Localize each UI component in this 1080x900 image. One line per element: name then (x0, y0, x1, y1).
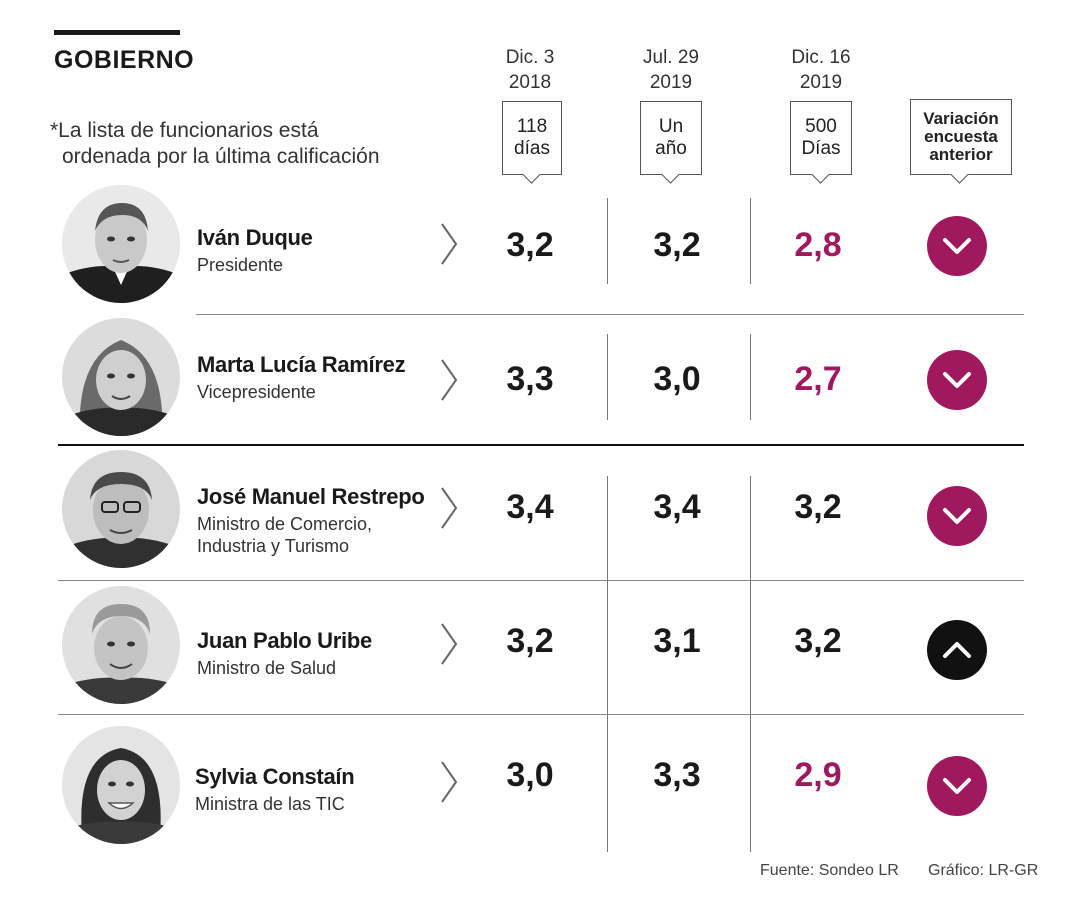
col3-label-box: 500 Días (790, 101, 852, 175)
official-role: Presidente (197, 254, 283, 276)
variation-badge (927, 486, 987, 546)
chevron-right-icon (441, 487, 458, 529)
chevron-right-icon (441, 223, 458, 265)
official-role: Ministra de las TIC (195, 793, 345, 815)
col-separator (607, 334, 608, 420)
score-dic-2019: 3,2 (794, 622, 842, 660)
score-jul-2019: 3,1 (653, 622, 701, 660)
variation-badge (927, 620, 987, 680)
portrait-uribe (62, 586, 180, 704)
row-divider-heavy (58, 444, 1024, 446)
score-jul-2019: 3,2 (653, 226, 701, 264)
chevron-right-icon (441, 623, 458, 665)
role-line1: Ministra de las TIC (195, 794, 345, 814)
chevron-down-icon (943, 238, 971, 254)
col3-date-line1: Dic. 16 (791, 47, 851, 68)
score-dic-2019: 2,9 (794, 756, 842, 794)
chevron-up-icon (943, 642, 971, 658)
official-name: José Manuel Restrepo (197, 484, 425, 509)
col-separator (607, 198, 608, 284)
row-divider (58, 714, 1024, 715)
col2-label-box: Un año (640, 101, 702, 175)
col1-date: Dic. 3 2018 (475, 45, 585, 95)
col-separator (750, 334, 751, 420)
col-separator (750, 476, 751, 852)
col3-label-line2: Días (801, 138, 841, 159)
section-title: GOBIERNO (54, 46, 195, 74)
col2-date-line1: Jul. 29 (643, 47, 699, 68)
title-rule (54, 30, 180, 35)
portrait-constain (62, 726, 180, 844)
score-dic-2018: 3,4 (506, 488, 554, 526)
role-line1: Ministro de Salud (197, 658, 337, 678)
sort-note: *La lista de funcionarios está ordenada … (50, 118, 380, 170)
role-line1: Presidente (197, 255, 284, 275)
official-role: Vicepresidente (197, 381, 316, 403)
row-divider (196, 314, 1024, 315)
official-role: Ministro de Comercio, Industria y Turism… (197, 513, 372, 557)
graphic-credit: Gráfico: LR-GR (928, 862, 1039, 879)
score-jul-2019: 3,3 (653, 756, 701, 794)
role-line1: Vicepresidente (197, 382, 316, 402)
col-separator (750, 198, 751, 284)
avatar (62, 450, 180, 568)
source-note: Fuente: Sondeo LR (760, 862, 899, 879)
chevron-down-icon (943, 778, 971, 794)
score-dic-2018: 3,2 (506, 622, 554, 660)
score-jul-2019: 3,0 (653, 360, 701, 398)
col2-label-line2: año (655, 138, 687, 159)
avatar (62, 185, 180, 303)
col3-date-line2: 2019 (799, 72, 843, 93)
variation-header-line3: anterior (929, 145, 993, 164)
role-line2: Industria y Turismo (197, 536, 350, 556)
col1-label-line1: 118 (516, 116, 548, 137)
official-role: Ministro de Salud (197, 657, 336, 679)
chevron-right-icon (441, 359, 458, 401)
score-dic-2018: 3,0 (506, 756, 554, 794)
score-dic-2018: 3,3 (506, 360, 554, 398)
official-name: Sylvia Constaín (195, 764, 355, 789)
score-dic-2019: 2,7 (794, 360, 842, 398)
col3-label-line1: 500 (805, 116, 837, 137)
official-name: Iván Duque (197, 225, 313, 250)
score-dic-2018: 3,2 (506, 226, 554, 264)
portrait-duque (62, 185, 180, 303)
chevron-right-icon (441, 761, 458, 803)
avatar (62, 586, 180, 704)
variation-badge (927, 216, 987, 276)
avatar (62, 726, 180, 844)
variation-header-line1: Variación (923, 109, 999, 128)
col1-label-line2: días (514, 138, 550, 159)
note-line-1: *La lista de funcionarios está (50, 119, 319, 142)
note-line-2: ordenada por la última calificación (62, 145, 380, 168)
avatar (62, 318, 180, 436)
score-jul-2019: 3,4 (653, 488, 701, 526)
col2-date-line2: 2019 (649, 72, 693, 93)
role-line1: Ministro de Comercio, (197, 514, 373, 534)
portrait-ramirez (62, 318, 180, 436)
variation-badge (927, 756, 987, 816)
col1-date-line1: Dic. 3 (505, 47, 555, 68)
chevron-down-icon (943, 372, 971, 388)
score-dic-2019: 2,8 (794, 226, 842, 264)
variation-header-box: Variación encuesta anterior (910, 99, 1012, 175)
col3-date: Dic. 16 2019 (766, 45, 876, 95)
variation-badge (927, 350, 987, 410)
official-name: Marta Lucía Ramírez (197, 352, 406, 377)
col1-date-line2: 2018 (508, 72, 552, 93)
row-divider (58, 580, 1024, 581)
official-name: Juan Pablo Uribe (197, 628, 372, 653)
score-dic-2019: 3,2 (794, 488, 842, 526)
chevron-down-icon (943, 508, 971, 524)
col2-date: Jul. 29 2019 (616, 45, 726, 95)
col-separator (607, 476, 608, 852)
variation-header-line2: encuesta (924, 127, 998, 146)
col1-label-box: 118 días (502, 101, 562, 175)
col2-label-line1: Un (658, 116, 684, 137)
portrait-restrepo (62, 450, 180, 568)
